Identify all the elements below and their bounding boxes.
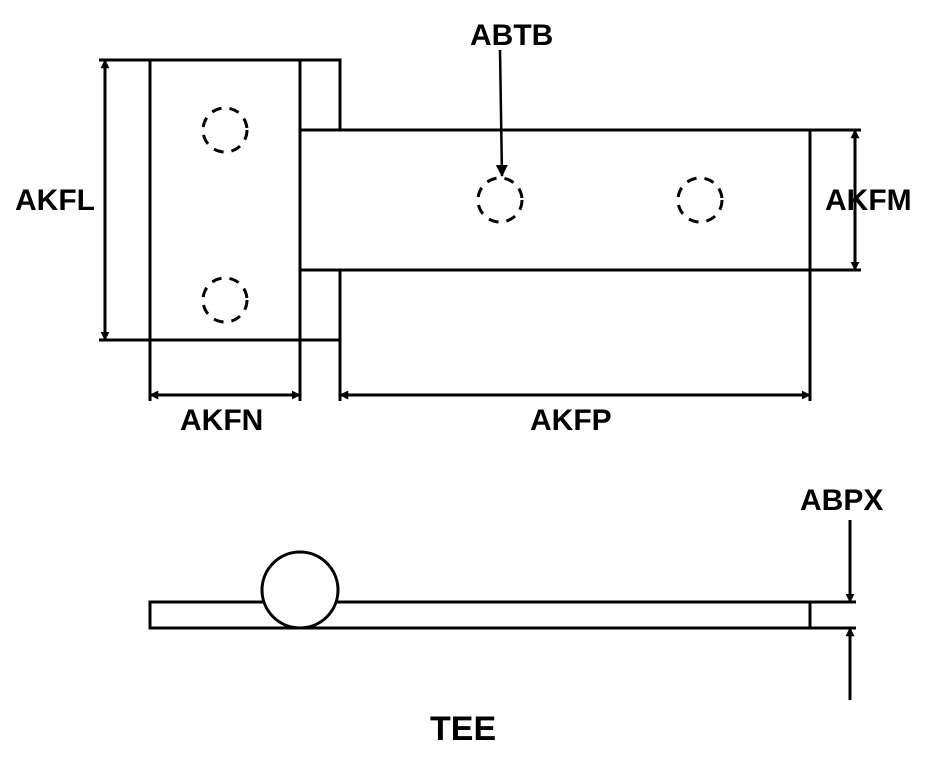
top-view (150, 50, 810, 340)
title-tee: TEE (430, 710, 496, 748)
label-akfl: AKFL (15, 184, 95, 217)
label-abtb: ABTB (470, 19, 553, 52)
pin-circle (262, 552, 338, 628)
side-bar (150, 602, 810, 628)
label-akfp: AKFP (530, 404, 612, 437)
label-abpx: ABPX (800, 484, 883, 517)
side-view (150, 552, 810, 628)
tee-hinge-drawing: AKFL AKFN AKFP AKFM ABTB ABPX TEE (0, 0, 928, 775)
label-akfm: AKFM (825, 184, 912, 217)
label-akfn: AKFN (180, 404, 263, 437)
